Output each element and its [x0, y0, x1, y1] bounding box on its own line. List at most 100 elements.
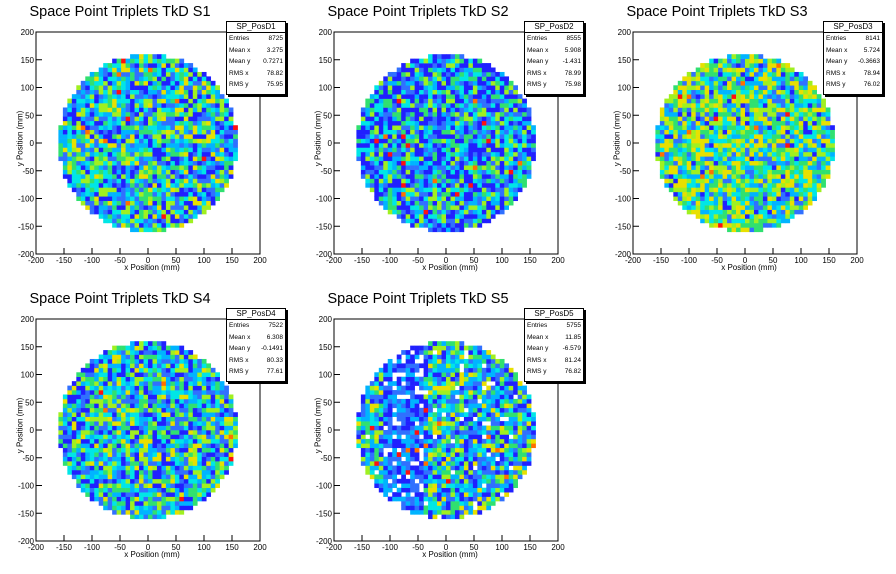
heatmap-bin: [419, 160, 424, 166]
heatmap-bin: [94, 465, 100, 471]
heatmap-bin: [410, 85, 415, 91]
heatmap-bin: [771, 156, 777, 162]
stats-row: Mean y -1.431: [525, 56, 583, 68]
heatmap-bin: [165, 71, 171, 77]
heatmap-bin: [224, 103, 229, 108]
heatmap-bin: [139, 354, 144, 360]
heatmap-bin: [522, 147, 527, 153]
heatmap-bin: [116, 107, 122, 113]
heatmap-bin: [165, 469, 171, 475]
heatmap-bin: [387, 169, 393, 175]
heatmap-bin: [718, 214, 723, 219]
heatmap-bin: [401, 191, 406, 197]
heatmap-bin: [139, 196, 144, 202]
heatmap-bin: [85, 116, 91, 122]
heatmap-bin: [76, 452, 82, 457]
heatmap-bin: [152, 160, 158, 166]
heatmap-bin: [454, 54, 460, 59]
x-tick-label: -50: [114, 256, 126, 265]
heatmap-bin: [183, 67, 189, 73]
heatmap-bin: [197, 174, 203, 179]
heatmap-bin: [67, 425, 73, 431]
heatmap-bin: [89, 71, 95, 77]
heatmap-bin: [495, 107, 501, 113]
heatmap-bin: [179, 456, 185, 462]
heatmap-bin: [785, 182, 791, 188]
heatmap-bin: [121, 381, 126, 386]
heatmap-bin: [174, 178, 180, 184]
heatmap-bin: [812, 94, 817, 99]
heatmap-bin: [459, 227, 465, 233]
heatmap-bin: [85, 438, 91, 444]
heatmap-bin: [156, 89, 162, 95]
heatmap-bin: [401, 209, 406, 215]
heatmap-bin: [753, 165, 759, 170]
heatmap-bin: [490, 209, 496, 215]
heatmap-bin: [143, 54, 149, 59]
heatmap-bin: [94, 125, 100, 130]
heatmap-bin: [825, 143, 831, 148]
heatmap-bin: [89, 363, 95, 369]
heatmap-bin: [103, 434, 108, 440]
heatmap-bin: [121, 138, 126, 144]
x-tick-label: -100: [681, 256, 698, 265]
heatmap-bin: [691, 196, 697, 202]
heatmap-bin: [116, 430, 122, 435]
heatmap-bin: [472, 156, 478, 162]
heatmap-bin: [468, 165, 474, 170]
heatmap-bin: [139, 398, 144, 404]
heatmap-bin: [183, 381, 189, 386]
heatmap-bin: [740, 214, 746, 219]
heatmap-bin: [753, 160, 759, 166]
heatmap-bin: [183, 156, 189, 162]
heatmap-bin: [228, 165, 234, 170]
heatmap-bin: [98, 465, 104, 471]
heatmap-bin: [130, 63, 135, 68]
heatmap-bin: [80, 438, 86, 444]
y-tick-label: 0: [627, 139, 632, 148]
heatmap-bin: [771, 107, 777, 113]
heatmap-bin: [410, 147, 415, 153]
heatmap-bin: [130, 350, 135, 355]
heatmap-bin: [148, 89, 153, 95]
heatmap-bin: [156, 222, 162, 228]
heatmap-bin: [58, 443, 64, 449]
heatmap-bin: [148, 430, 153, 435]
heatmap-bin: [103, 358, 108, 364]
heatmap-bin: [139, 169, 144, 175]
heatmap-bin: [664, 120, 670, 126]
heatmap-bin: [365, 147, 371, 153]
heatmap-bin: [392, 143, 398, 148]
heatmap-bin: [410, 129, 415, 135]
heatmap-bin: [139, 358, 144, 364]
y-tick-label: 200: [319, 28, 333, 37]
heatmap-bin: [780, 98, 786, 104]
heatmap-bin: [130, 85, 135, 91]
heatmap-bin: [98, 381, 104, 386]
heatmap-bin: [103, 89, 108, 95]
heatmap-bin: [148, 94, 153, 99]
heatmap-bin: [749, 218, 755, 224]
heatmap-bin: [188, 138, 194, 144]
heatmap-bin: [148, 80, 153, 86]
heatmap-bin: [686, 116, 692, 122]
heatmap-bin: [673, 160, 679, 166]
heatmap-bin: [134, 71, 140, 77]
heatmap-bin: [80, 120, 86, 126]
heatmap-bin: [85, 394, 91, 400]
heatmap-bin: [659, 138, 665, 144]
heatmap-bin: [130, 89, 135, 95]
heatmap-bin: [405, 138, 411, 144]
heatmap-bin: [130, 187, 135, 193]
heatmap-bin: [785, 111, 791, 117]
heatmap-bin: [98, 138, 104, 144]
heatmap-bin: [143, 465, 149, 471]
heatmap-bin: [98, 452, 104, 457]
heatmap-bin: [486, 103, 492, 108]
heatmap-bin: [477, 63, 483, 68]
heatmap-bin: [713, 151, 719, 157]
heatmap-bin: [682, 187, 688, 193]
heatmap-bin: [423, 165, 429, 170]
heatmap-bin: [441, 169, 447, 175]
heatmap-bin: [396, 125, 402, 130]
